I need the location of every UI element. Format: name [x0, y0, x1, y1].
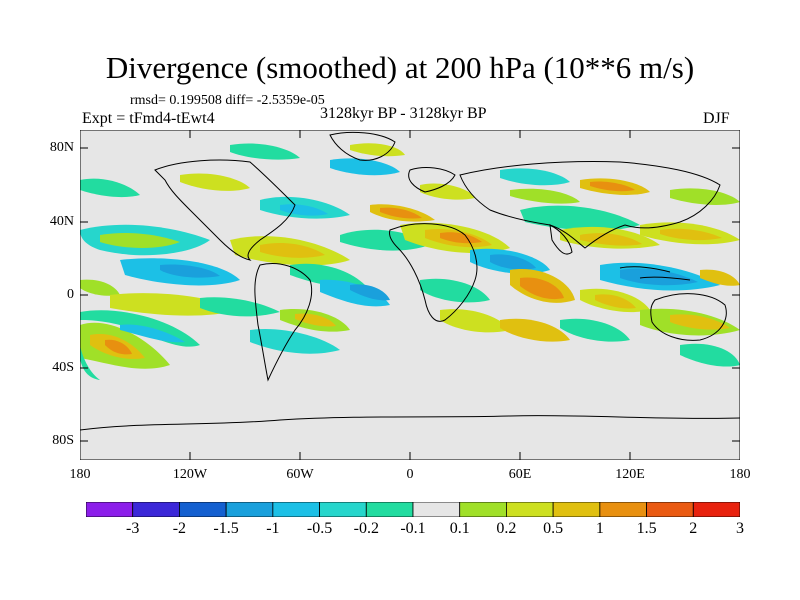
colorbar-label: -0.1: [400, 520, 426, 537]
colorbar-segment: [646, 502, 694, 517]
colorbar-segment: [692, 502, 740, 517]
y-label-40n: 40N: [49, 214, 74, 229]
colorbar-segment: [365, 502, 414, 517]
colorbar-label: 3: [736, 520, 744, 537]
colorbar-label: -1: [266, 520, 280, 537]
colorbar-label: 0.2: [496, 520, 517, 537]
stats-text: rmsd= 0.199508 diff= -2.5359e-05: [130, 93, 325, 108]
season-label: DJF: [703, 110, 730, 127]
x-label-120e: 120E: [615, 467, 645, 482]
colorbar-label: 1: [595, 520, 604, 537]
colorbar-segment: [599, 502, 647, 517]
colorbar-segment: [552, 502, 601, 517]
x-label-180e: 180: [729, 467, 751, 482]
x-label-120w: 120W: [172, 467, 208, 482]
y-label-80s: 80S: [52, 433, 74, 448]
colorbar-segment: [506, 502, 554, 517]
period-label: 3128kyr BP - 3128kyr BP: [320, 105, 487, 122]
colorbar: [86, 502, 740, 517]
colorbar-segment: [272, 502, 320, 517]
colorbar-label: -3: [126, 520, 140, 537]
colorbar-label: 2: [689, 520, 698, 537]
colorbar-segment: [225, 502, 274, 517]
colorbar-segment: [86, 502, 134, 517]
colorbar-segment: [412, 502, 461, 517]
colorbar-segment: [132, 502, 180, 517]
colorbar-label: -1.5: [213, 520, 239, 537]
divergence-fields: [80, 143, 740, 380]
divergence-map: [80, 130, 740, 460]
colorbar-label: 0.5: [543, 520, 564, 537]
colorbar-label: -2: [172, 520, 187, 537]
colorbar-segment: [319, 502, 367, 517]
colorbar-label: 1.5: [636, 520, 657, 537]
colorbar-label: 0.1: [449, 520, 470, 537]
colorbar-label: -0.5: [306, 520, 333, 537]
axis-ticks: [80, 130, 740, 460]
y-label-40s: 40S: [52, 360, 74, 375]
colorbar-label: -0.2: [353, 520, 379, 537]
y-label-80n: 80N: [49, 140, 74, 155]
map-title: Divergence (smoothed) at 200 hPa (10**6 …: [105, 50, 695, 85]
coastlines: [80, 131, 740, 431]
x-label-0: 0: [406, 467, 414, 482]
x-label-180w: 180: [69, 467, 91, 482]
colorbar-segment: [459, 502, 507, 517]
y-label-0: 0: [67, 287, 74, 302]
experiment-label: Expt = tFmd4-tEwt4: [82, 110, 215, 127]
colorbar-segment: [179, 502, 227, 517]
x-label-60w: 60W: [286, 467, 314, 482]
x-label-60e: 60E: [508, 467, 532, 482]
